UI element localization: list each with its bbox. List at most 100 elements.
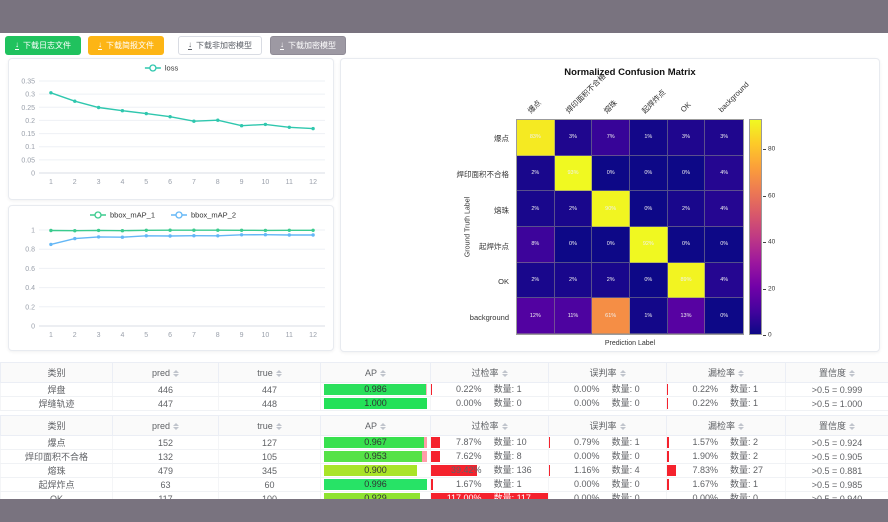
- column-header-label: AP: [364, 367, 377, 378]
- rate-bar: [549, 465, 551, 476]
- column-header-漏检率[interactable]: 漏检率: [666, 362, 786, 383]
- sort-caret-icon[interactable]: [501, 423, 508, 431]
- mis-judge-cell: 0.00% 数量: 0: [548, 382, 667, 397]
- cm-cell: 3%: [554, 120, 593, 156]
- rate-value: 7.62%: [456, 451, 482, 461]
- column-header-label: 误判率: [589, 368, 617, 378]
- ap-value: 0.953: [364, 451, 387, 461]
- column-header-AP[interactable]: AP: [320, 415, 431, 436]
- download-icon: ↓: [98, 40, 102, 50]
- confidence-cell: >0.5 = 1.000: [785, 396, 888, 411]
- cm-row-label: 焊印面积不合格: [456, 170, 510, 179]
- svg-text:bbox_mAP_2: bbox_mAP_2: [191, 211, 236, 220]
- loss-chart: 00.050.10.150.20.250.30.351 2 3 4 5 6 7 8 9 10 11 1…: [21, 64, 325, 186]
- rate-bar: [667, 465, 677, 476]
- colorbar-tick: [763, 195, 766, 197]
- cm-cell: 3%: [667, 120, 706, 156]
- rate-count: 数量: 1: [493, 479, 522, 489]
- sort-caret-icon[interactable]: [173, 422, 179, 430]
- column-header-过检率[interactable]: 过检率: [430, 415, 549, 436]
- column-header-漏检率[interactable]: 漏检率: [666, 415, 786, 436]
- confidence-cell: >0.5 = 0.905: [785, 449, 888, 464]
- svg-text:0: 0: [31, 171, 35, 178]
- column-header-true[interactable]: true: [218, 415, 321, 436]
- ap-rest-bar: [423, 437, 427, 448]
- rate-value: 1.67%: [456, 479, 482, 489]
- sort-caret-icon[interactable]: [275, 422, 282, 430]
- cm-cell: 2%: [517, 191, 555, 227]
- download-encrypted-model-button[interactable]: ↓ 下载加密模型: [270, 36, 346, 55]
- cm-row-label: OK: [498, 277, 509, 286]
- ap-value: 0.929: [364, 493, 387, 503]
- sort-caret-icon[interactable]: [849, 423, 855, 431]
- download-icon: ↓: [15, 40, 19, 50]
- bottom-bar: [0, 499, 888, 522]
- cm-col-label: background: [716, 79, 751, 114]
- column-header-true[interactable]: true: [218, 362, 321, 383]
- column-header-label: 过检率: [471, 421, 499, 431]
- column-header-AP[interactable]: AP: [320, 362, 431, 383]
- column-header-置信度[interactable]: 置信度: [785, 362, 888, 383]
- ap-bar: [324, 398, 427, 409]
- column-header-误判率[interactable]: 误判率: [548, 415, 667, 436]
- svg-text:0.1: 0.1: [25, 144, 35, 151]
- table-row: 焊盘 446 447 0.986 0.22% 数量: 1 0.00% 数量: 0 0.22% 数量…: [0, 382, 888, 397]
- svg-text:5: 5: [144, 332, 148, 339]
- column-header-过检率[interactable]: 过检率: [430, 362, 549, 383]
- column-header-置信度[interactable]: 置信度: [785, 415, 888, 436]
- ap-cell: 0.986: [320, 382, 431, 397]
- sort-caret-icon[interactable]: [738, 370, 744, 378]
- rate-count: 数量: 0: [611, 451, 640, 461]
- column-header-误判率[interactable]: 误判率: [548, 362, 667, 383]
- svg-text:2: 2: [73, 332, 77, 339]
- rate-value: 0.00%: [574, 451, 600, 461]
- sort-caret-icon[interactable]: [380, 369, 386, 377]
- confusion-matrix-xlabel: Prediction Label: [604, 340, 656, 347]
- download-unencrypted-model-button[interactable]: ↓ 下载非加密模型: [178, 36, 262, 55]
- rate-count: 数量: 0: [611, 398, 640, 408]
- sort-caret-icon[interactable]: [173, 369, 179, 377]
- ap-cell: 1.000: [320, 396, 431, 411]
- cm-cell: 4%: [705, 262, 743, 299]
- sort-caret-icon[interactable]: [275, 369, 282, 377]
- pred-cell: 63: [112, 477, 219, 492]
- cm-cell: 0%: [554, 227, 593, 263]
- cm-col-label: 爆点: [525, 98, 543, 116]
- svg-text:0.3: 0.3: [25, 92, 35, 99]
- rate-value: 0.00%: [574, 479, 600, 489]
- top-bar: [0, 0, 888, 33]
- sort-caret-icon[interactable]: [380, 422, 386, 430]
- cm-cell: 2%: [517, 155, 555, 192]
- rate-count: 数量: 1: [493, 384, 522, 394]
- colorbar-tick-label: 20: [768, 285, 776, 293]
- rate-value: 0.00%: [574, 398, 600, 408]
- download-log-button[interactable]: ↓ 下载日志文件: [5, 36, 81, 55]
- table-row: 焊印面积不合格 132 105 0.953 7.62% 数量: 8 0.00% 数量: 0 1.…: [0, 449, 888, 464]
- colorbar-tick: [763, 149, 766, 151]
- rate-value: 0.00%: [456, 398, 482, 408]
- sort-caret-icon[interactable]: [849, 370, 855, 378]
- rate-count: 数量: 0: [611, 493, 640, 503]
- cm-cell: 0%: [630, 191, 668, 227]
- column-header-label: 置信度: [818, 421, 846, 431]
- cm-row-label: background: [469, 313, 509, 322]
- column-header-pred[interactable]: pred: [112, 362, 219, 383]
- svg-text:loss: loss: [165, 64, 179, 73]
- class-name-cell: 焊缝轨迹: [0, 396, 113, 411]
- svg-text:8: 8: [216, 332, 220, 339]
- sort-caret-icon[interactable]: [738, 423, 744, 431]
- sort-caret-icon[interactable]: [619, 423, 626, 431]
- sort-caret-icon[interactable]: [501, 370, 508, 378]
- svg-text:12: 12: [309, 332, 317, 339]
- rate-value: 1.57%: [692, 437, 719, 447]
- table-row: 熔珠 479 345 0.900 39.42% 数量: 136 1.16% 数量: 4 7.83…: [0, 463, 888, 478]
- download-report-button[interactable]: ↓ 下载简报文件: [88, 36, 164, 55]
- cm-row-label: 爆点: [494, 134, 509, 143]
- cm-cell: 2%: [554, 191, 593, 227]
- column-header-pred[interactable]: pred: [112, 415, 219, 436]
- rate-count: 数量: 0: [493, 398, 522, 408]
- download-icon: ↓: [280, 40, 284, 50]
- svg-text:0: 0: [31, 324, 35, 331]
- cm-cell: 0%: [592, 227, 630, 263]
- sort-caret-icon[interactable]: [619, 370, 626, 378]
